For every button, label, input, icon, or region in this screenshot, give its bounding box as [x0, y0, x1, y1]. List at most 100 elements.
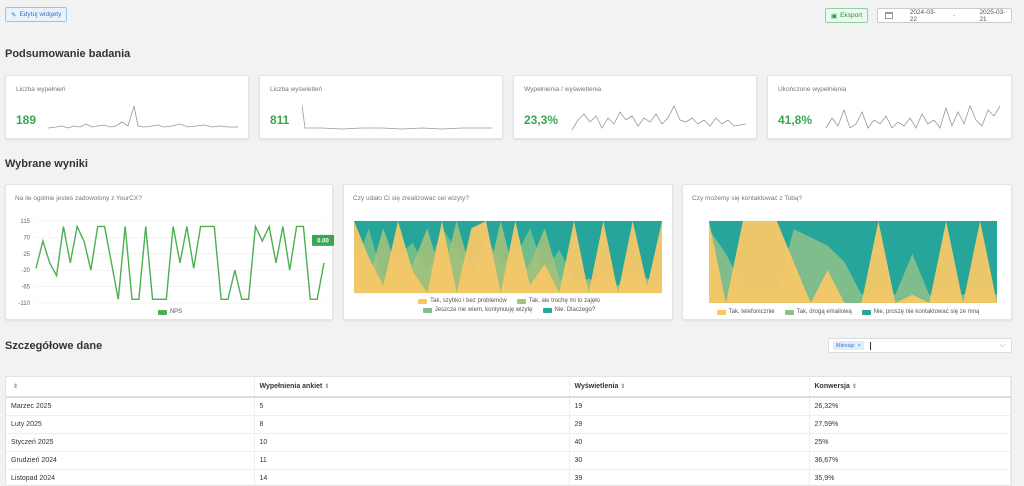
y-tick-label: 115: [20, 219, 30, 225]
nps-line-chart: 115 70 25 -20 -65 -110 0.00: [18, 219, 334, 307]
kpi-value: 23,3%: [524, 113, 559, 127]
legend-swatch: [516, 298, 526, 304]
kpi-label: Wypełnienia / wyświetlenia: [524, 86, 602, 93]
column-header-conversion[interactable]: Konwersja ⇕: [809, 377, 1011, 398]
section-title-summary: Podsumowanie badania: [5, 48, 131, 60]
table-cell: 10: [254, 433, 570, 452]
legend-swatch: [157, 309, 167, 315]
date-to: 2025-03-21: [979, 8, 1006, 23]
date-separator: -: [953, 12, 956, 19]
table-row: Grudzień 2024 11 30 36,67%: [6, 451, 1011, 470]
header-label: Wypełnienia ankiet: [259, 383, 323, 390]
kpi-value: 189: [16, 113, 37, 127]
last-value-badge: [312, 234, 334, 246]
table-header-row: ⇕ Wypełnienia ankiet ⇕ Wyświetlenia ⇕ Konw…: [6, 377, 1011, 398]
date-range-picker[interactable]: 2024-03-22 - 2025-03-21: [877, 8, 1012, 23]
kpi-sparkline: [302, 104, 492, 130]
kpi-card-views: Liczba wyświetleń 811: [259, 75, 503, 139]
table-cell: 29: [569, 415, 810, 434]
details-table: ⇕ Wypełnienia ankiet ⇕ Wyświetlenia ⇕ Konw…: [5, 376, 1012, 486]
area-series-0: [709, 221, 997, 303]
kpi-card-completions: Liczba wypełnień 189: [5, 75, 249, 139]
table-cell: Styczeń 2025: [6, 433, 255, 452]
kpi-sparkline: [825, 104, 1001, 129]
legend-item[interactable]: Jeszcze nie wiem, kontynuuję wizytę: [422, 307, 533, 313]
visit-goal-area-chart: [354, 220, 662, 294]
sort-icon: ⇕: [324, 384, 330, 390]
header-label: Wyświetlenia: [574, 383, 619, 390]
tag-remove-icon[interactable]: ×: [857, 342, 861, 349]
table-cell: Grudzień 2024: [6, 451, 255, 470]
column-header-period[interactable]: ⇕: [6, 377, 255, 398]
kpi-sparkline: [48, 105, 238, 129]
legend-item-nps[interactable]: NPS: [157, 309, 183, 315]
legend-item[interactable]: Nie. Dlaczego?: [542, 307, 596, 313]
sort-icon: ⇕: [620, 384, 626, 390]
legend-item[interactable]: Tak, szybko i bez problemów: [418, 298, 507, 304]
area-series-0: [354, 221, 662, 293]
date-from: 2024-03-22: [909, 8, 936, 23]
table-cell: 26,32%: [809, 397, 1011, 416]
legend-swatch: [422, 307, 432, 313]
contact-area-chart: [709, 220, 997, 304]
text-cursor: [869, 341, 871, 350]
y-tick-label: 25: [23, 252, 30, 258]
kpi-label: Ukończone wypełnienia: [778, 86, 847, 93]
chart-title: Czy możemy się kontaktować z Tobą?: [692, 195, 803, 202]
column-header-completions[interactable]: Wypełnienia ankiet ⇕: [254, 377, 570, 398]
table-cell: 40: [569, 433, 810, 452]
header-label: Konwersja: [814, 383, 850, 390]
table-cell: 19: [569, 397, 810, 416]
table-cell: 39: [569, 469, 810, 485]
nps-series-line: [35, 223, 325, 301]
kpi-value: 811: [270, 113, 290, 127]
kpi-card-conversion: Wypełnienia / wyświetlenia 23,3%: [513, 75, 757, 139]
legend-label: NPS: [169, 309, 183, 315]
column-header-views[interactable]: Wyświetlenia ⇕: [569, 377, 810, 398]
table-row: Marzec 2025 5 19 26,32%: [6, 397, 1011, 416]
last-value-label: 0.00: [317, 238, 329, 244]
y-tick-label: 70: [23, 235, 30, 241]
table-cell: Marzec 2025: [6, 397, 255, 416]
table-cell: 11: [254, 451, 570, 470]
legend-item[interactable]: Tak, drogą emailową: [784, 309, 852, 315]
export-button[interactable]: ▣ Eksport: [825, 8, 869, 23]
y-tick-label: -65: [21, 285, 30, 291]
kpi-card-finished: Ukończone wypełnienia 41,8%: [767, 75, 1012, 139]
calendar-icon: [885, 12, 893, 19]
export-icon: ▣: [831, 12, 838, 20]
table-cell: 36,67%: [809, 451, 1011, 470]
group-by-select[interactable]: Miesiąc × ⌵: [828, 338, 1012, 353]
sort-icon: ⇕: [851, 384, 857, 390]
table-cell: 25%: [809, 433, 1011, 452]
table-cell: 5: [254, 397, 570, 416]
legend-item[interactable]: Nie, proszę nie kontaktować się ze mną: [861, 309, 980, 315]
legend-label: Tak, drogą emailową: [796, 309, 852, 315]
legend-label: Tak, szybko i bez problemów: [430, 298, 507, 304]
kpi-value: 41,8%: [778, 113, 813, 127]
chart-title: Czy udało Ci się zrealizować cel wizyty?: [353, 195, 469, 202]
edit-widgets-button[interactable]: ✎ Edytuj widgety: [5, 7, 68, 22]
legend-item[interactable]: Tak, telefonicznie: [716, 309, 775, 315]
chart-card-visit-goal: Czy udało Ci się zrealizować cel wizyty?…: [343, 184, 673, 320]
kpi-label: Liczba wyświetleń: [270, 86, 323, 93]
table-row: Styczeń 2025 10 40 25%: [6, 433, 1011, 452]
legend-label: Nie. Dlaczego?: [554, 307, 596, 313]
legend-item[interactable]: Tak, ale trochę mi to zajęło: [516, 298, 600, 304]
chevron-down-icon[interactable]: ⌵: [999, 342, 1005, 349]
y-tick-label: -20: [21, 268, 30, 274]
legend-label: Nie, proszę nie kontaktować się ze mną: [873, 309, 980, 315]
table-row: Luty 2025 8 29 27,59%: [6, 415, 1011, 434]
chart-title: Na ile ogólnie jesteś zadowolony z YourC…: [15, 195, 142, 202]
legend-label: Jeszcze nie wiem, kontynuuję wizytę: [434, 307, 533, 313]
section-title-selected: Wybrane wyniki: [5, 158, 88, 170]
filter-tag-month: Miesiąc ×: [833, 341, 864, 350]
table-row: Listopad 2024 14 39 35,9%: [6, 469, 1011, 485]
filter-tag-label: Miesiąc: [836, 342, 855, 349]
legend-swatch: [542, 307, 552, 313]
legend-swatch: [418, 298, 428, 304]
table-cell: Listopad 2024: [6, 469, 255, 485]
table-cell: 30: [569, 451, 810, 470]
table-cell: Luty 2025: [6, 415, 255, 434]
table-cell: 14: [254, 469, 570, 485]
